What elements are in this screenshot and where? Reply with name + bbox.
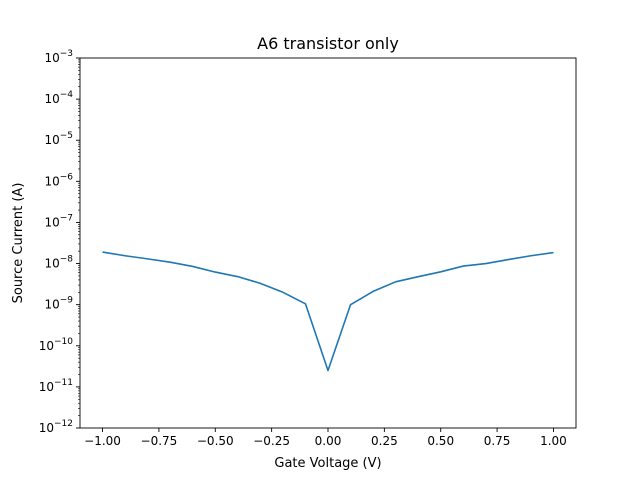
y-axis-label: Source Current (A) [11, 183, 26, 304]
y-tick-label: 10−10 [39, 337, 74, 353]
x-tick-label: 0.00 [315, 434, 342, 448]
x-tick-label: 0.50 [427, 434, 454, 448]
x-tick-label: 1.00 [540, 434, 567, 448]
series-line-0 [102, 251, 554, 372]
x-tick-label: −0.75 [141, 434, 178, 448]
y-tick-label: 10−6 [44, 172, 73, 188]
plot-area: −1.00 −0.75 −0.50 −0.25 0.00 0.25 0.50 0.75 1.00… [39, 49, 577, 448]
y-tick-label: 10−3 [44, 49, 73, 65]
y-tick-label: 10−7 [44, 213, 73, 229]
chart-title: A6 transistor only [257, 34, 399, 53]
x-tick-label: −0.25 [253, 434, 290, 448]
x-axis-label: Gate Voltage (V) [274, 456, 381, 471]
y-tick-label: 10−8 [44, 255, 73, 271]
x-tick-label: 0.75 [484, 434, 511, 448]
x-tick-label: 0.25 [371, 434, 398, 448]
x-tick-label: −1.00 [84, 434, 121, 448]
y-tick-label: 10−11 [39, 378, 73, 394]
y-tick-label: 10−5 [44, 131, 73, 147]
y-tick-label: 10−4 [44, 90, 73, 106]
y-tick-label: 10−9 [44, 296, 73, 312]
y-tick-label: 10−12 [39, 419, 73, 435]
x-tick-label: −0.50 [197, 434, 234, 448]
